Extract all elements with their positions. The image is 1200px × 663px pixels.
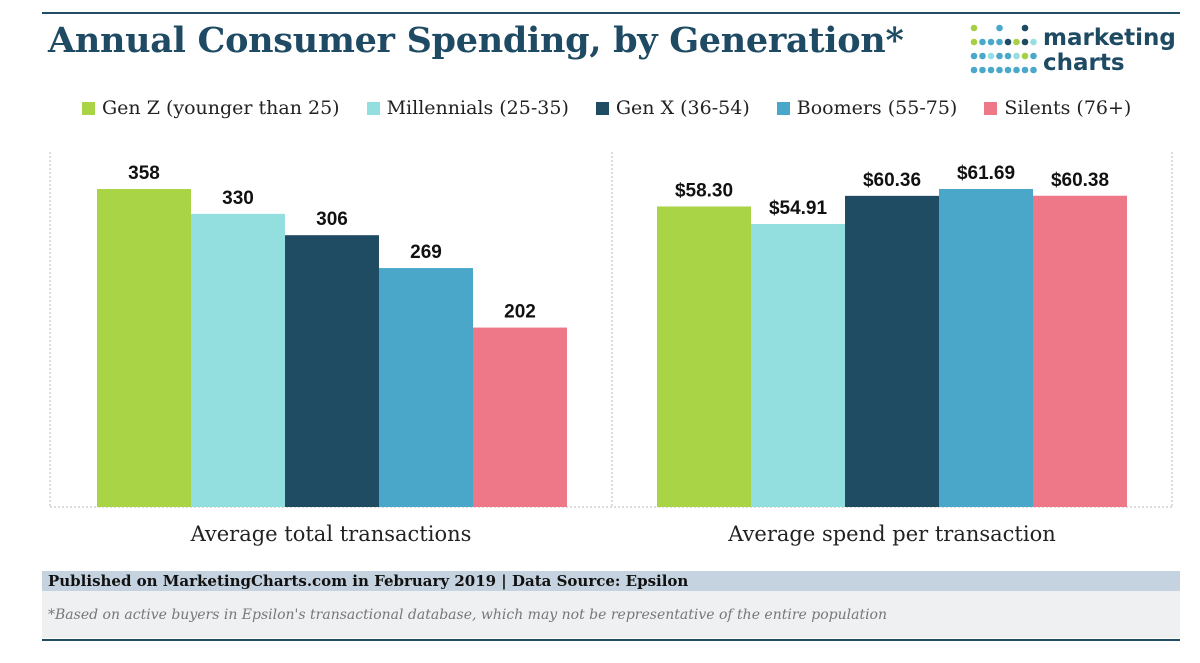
logo-dot — [987, 52, 995, 60]
marketing-charts-logo-icon — [970, 24, 1037, 74]
legend-swatch-silents — [984, 101, 998, 115]
chart-legend: Gen Z (younger than 25) Millennials (25-… — [82, 94, 1158, 122]
logo-line-1: marketing — [1043, 25, 1176, 51]
logo-dot — [1030, 66, 1037, 74]
logo-dot — [970, 52, 978, 60]
bar-transactions-3 — [379, 268, 473, 507]
data-label-spend-0: $58.30 — [675, 180, 733, 201]
chart-title: Annual Consumer Spending, by Generation* — [48, 20, 904, 61]
legend-swatch-boomers — [776, 101, 790, 115]
logo-dot — [970, 38, 978, 46]
legend-label-millennials: Millennials (25-35) — [386, 97, 569, 119]
bottom-rule — [42, 639, 1180, 641]
logo-dot — [1004, 66, 1012, 74]
logo-dot — [979, 66, 986, 74]
logo-dot — [970, 66, 978, 74]
legend-swatch-gen-x — [595, 101, 609, 115]
legend-item-silents: Silents (76+) — [984, 97, 1131, 119]
legend-item-gen-x: Gen X (36-54) — [595, 97, 750, 119]
logo-dot — [1004, 52, 1012, 60]
legend-item-gen-z: Gen Z (younger than 25) — [82, 97, 340, 119]
facet-label-transactions: Average total transactions — [190, 522, 472, 546]
data-label-spend-3: $61.69 — [957, 163, 1015, 184]
footer-note-band — [42, 591, 1180, 638]
logo-dot — [970, 24, 978, 32]
legend-label-gen-z: Gen Z (younger than 25) — [102, 97, 340, 119]
logo-dot — [996, 66, 1003, 74]
legend-label-silents: Silents (76+) — [1004, 97, 1132, 119]
data-label-transactions-1: 330 — [222, 188, 254, 209]
footer-note: *Based on active buyers in Epsilon's tra… — [48, 607, 888, 623]
logo-dot — [996, 38, 1003, 46]
bar-transactions-2 — [285, 235, 379, 507]
marketing-charts-logo-text: marketing charts — [1043, 26, 1176, 76]
bar-spend-4 — [1033, 195, 1127, 507]
logo-dot — [1021, 52, 1029, 60]
data-label-transactions-4: 202 — [504, 302, 536, 323]
bar-spend-1 — [751, 223, 845, 507]
legend-swatch-millennials — [366, 101, 380, 115]
logo-dot — [1013, 38, 1020, 46]
footer-band — [42, 571, 1180, 591]
top-rule — [42, 12, 1180, 14]
data-label-spend-2: $60.36 — [863, 170, 921, 191]
logo-dot — [1030, 38, 1037, 46]
legend-item-boomers: Boomers (55-75) — [776, 97, 958, 119]
bar-spend-0 — [657, 206, 751, 507]
legend-item-millennials: Millennials (25-35) — [366, 97, 569, 119]
logo-dot — [1021, 38, 1029, 46]
logo-dot — [1004, 38, 1012, 46]
bar-chart-area: 358 330 306 269 202 $58.30 $54.91 $60.36 $61.69 $… — [49, 152, 1173, 508]
data-label-spend-4: $60.38 — [1051, 170, 1109, 191]
bar-transactions-1 — [191, 213, 285, 507]
bar-spend-2 — [845, 195, 939, 507]
data-label-spend-1: $54.91 — [769, 198, 828, 219]
logo-dot — [996, 52, 1003, 60]
legend-label-boomers: Boomers (55-75) — [796, 97, 958, 119]
facet-label-spend: Average spend per transaction — [728, 522, 1056, 546]
logo-dot — [1013, 66, 1020, 74]
bar-transactions-4 — [473, 327, 567, 507]
logo-dot — [979, 38, 986, 46]
legend-label-gen-x: Gen X (36-54) — [615, 97, 750, 119]
logo-dot — [996, 24, 1003, 32]
logo-dot — [1013, 52, 1020, 60]
bar-spend-3 — [939, 189, 1033, 507]
bar-transactions-0 — [97, 189, 191, 507]
footer-published: Published on MarketingCharts.com in Febr… — [48, 572, 689, 590]
logo-dot — [979, 52, 986, 60]
data-label-transactions-0: 358 — [128, 163, 160, 184]
logo-dot — [1021, 24, 1029, 32]
logo-line-2: charts — [1043, 50, 1125, 76]
data-label-transactions-2: 306 — [316, 209, 348, 230]
logo-dot — [1030, 52, 1037, 60]
data-label-transactions-3: 269 — [410, 242, 442, 263]
logo-dot — [1021, 66, 1029, 74]
logo-dot — [987, 38, 995, 46]
logo-dot — [987, 66, 995, 74]
legend-swatch-gen-z — [82, 101, 95, 115]
